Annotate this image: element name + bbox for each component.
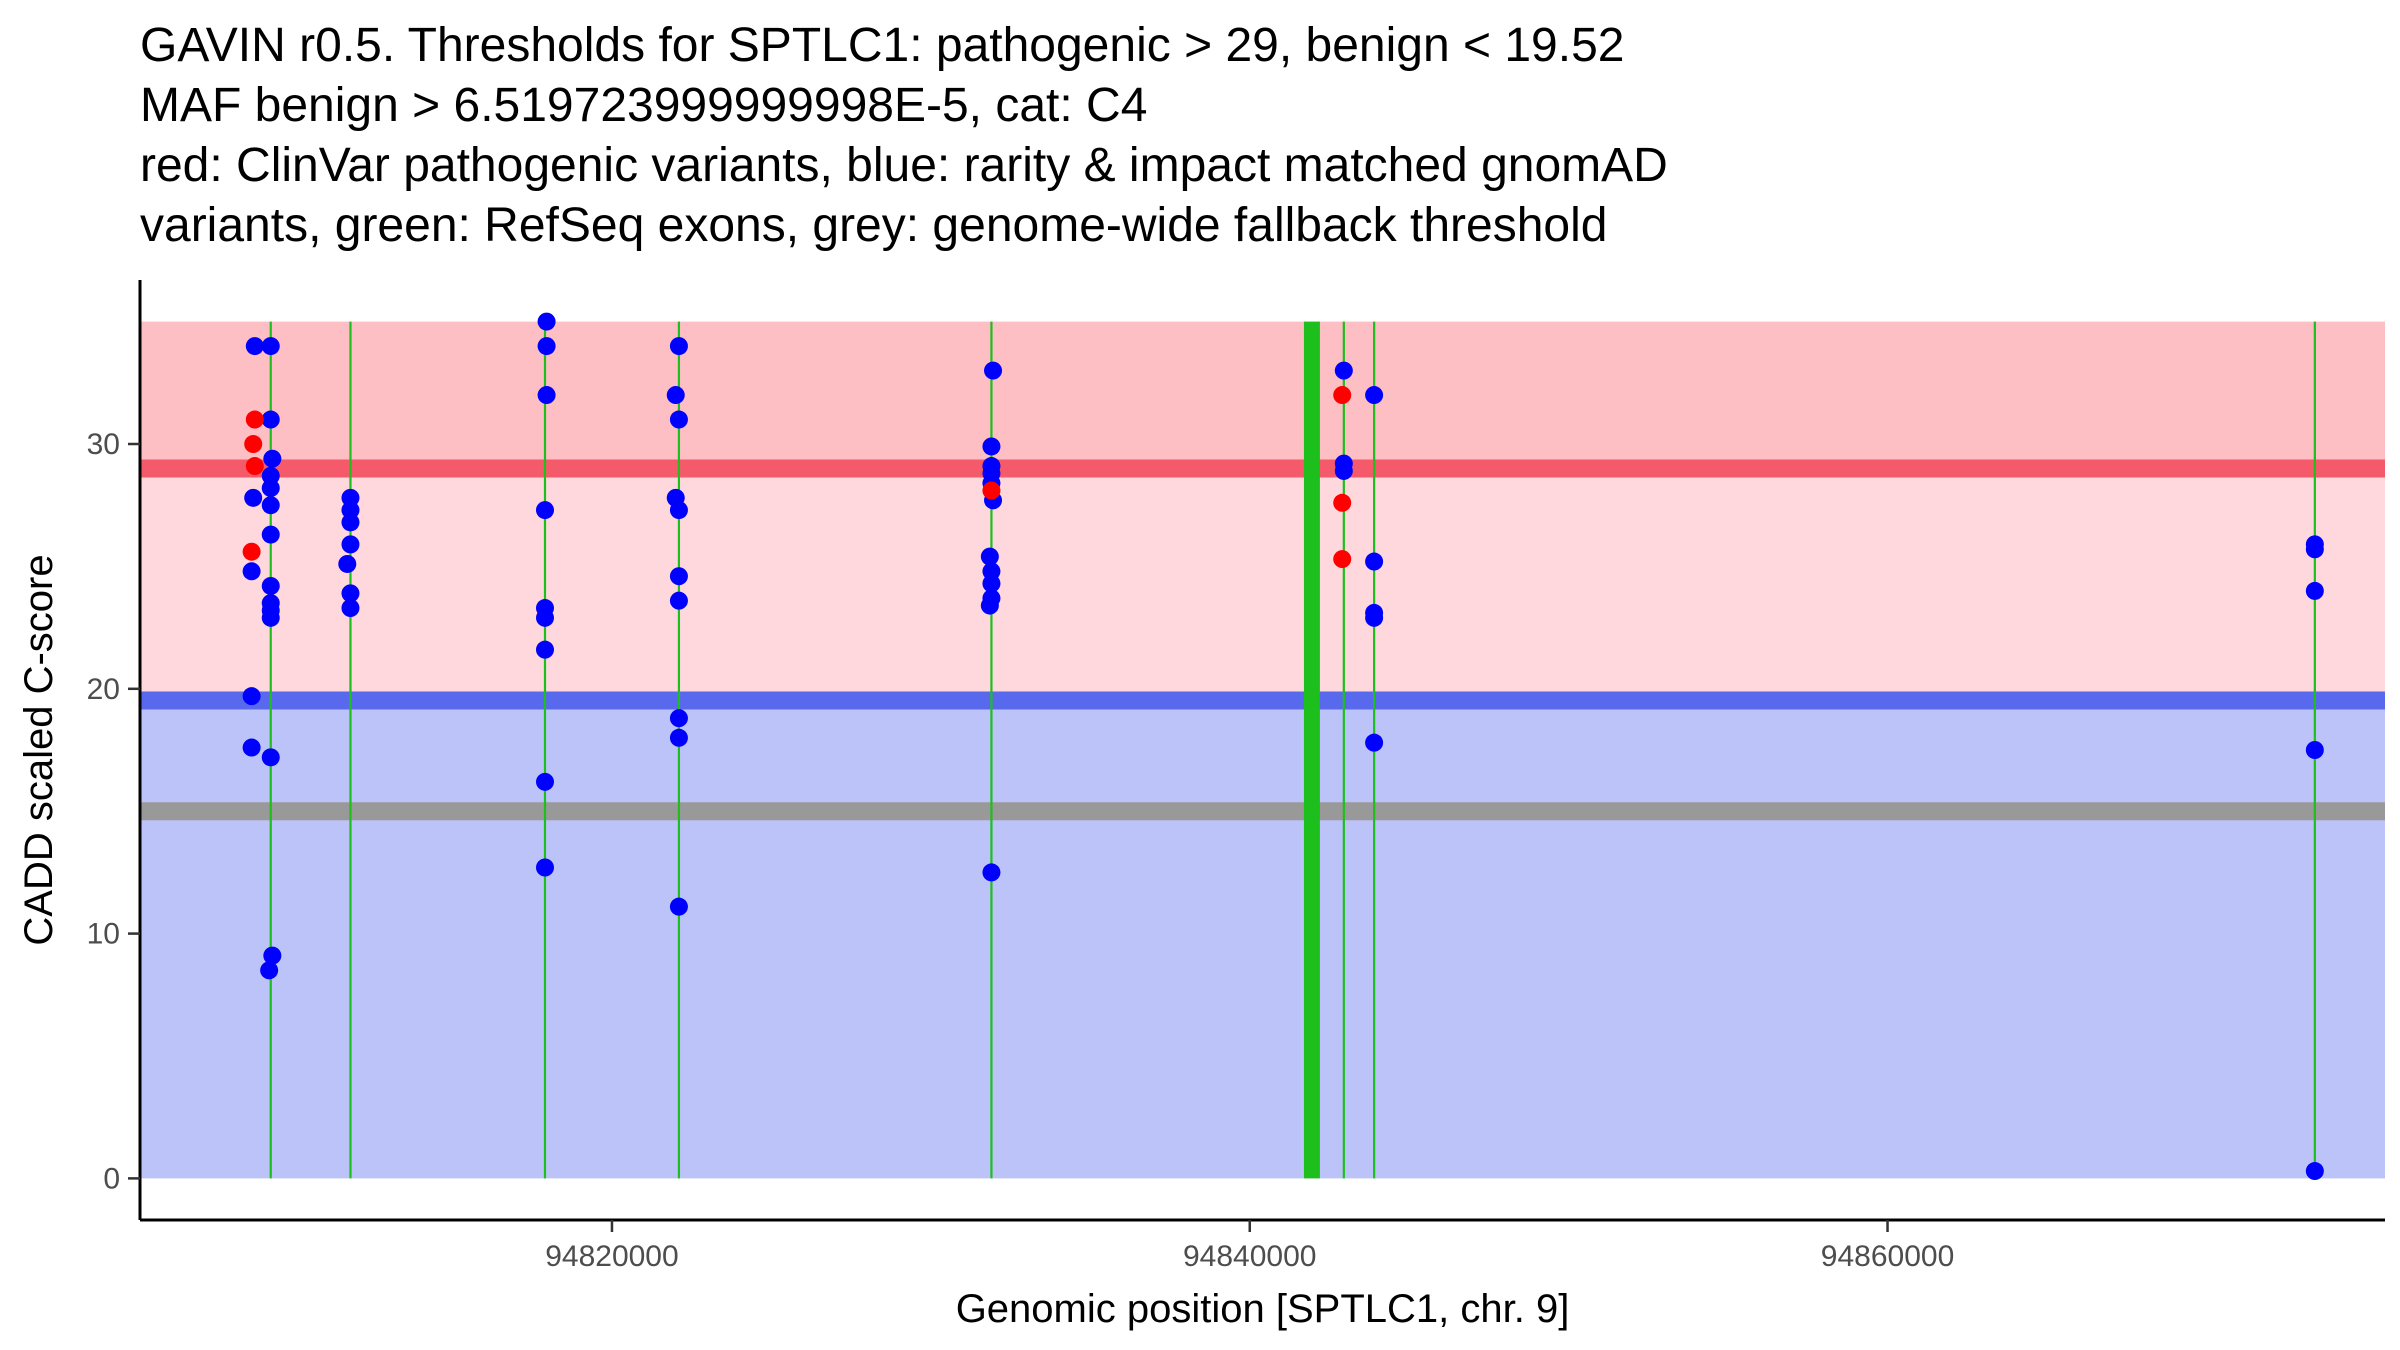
gnomad-point — [242, 738, 261, 757]
gnomad-point — [1365, 552, 1384, 571]
gnomad-point — [1365, 386, 1384, 405]
gnomad-point — [535, 640, 554, 659]
title-line-2: MAF benign > 6.519723999999998E-5, cat: … — [140, 79, 1148, 132]
pathogenic-point — [244, 435, 263, 454]
pathogenic-band-upper — [140, 321, 2385, 469]
wide-exon-band — [1303, 321, 1320, 1179]
x-tick-label: 94860000 — [1821, 1240, 1954, 1273]
gnomad-point — [261, 748, 280, 767]
gnomad-point — [341, 513, 360, 532]
title-line-1: GAVIN r0.5. Thresholds for SPTLC1: patho… — [140, 19, 1625, 72]
pathogenic-points — [242, 386, 1352, 569]
title-line-4: variants, green: RefSeq exons, grey: gen… — [140, 199, 1608, 252]
gnomad-point — [535, 858, 554, 877]
gnomad-point — [260, 961, 279, 980]
gnomad-point — [338, 554, 357, 573]
gnomad-point — [261, 608, 280, 627]
gnomad-point — [666, 386, 685, 405]
pathogenic-point — [242, 542, 261, 561]
gnomad-point — [535, 772, 554, 791]
y-axis-title: CADD scaled C-score — [17, 554, 61, 945]
gnomad-point — [537, 337, 556, 356]
gnomad-point — [669, 410, 688, 429]
pathogenic-point — [982, 481, 1001, 500]
gnomad-point — [245, 337, 264, 356]
gnomad-point — [244, 488, 263, 507]
gnomad-point — [2305, 540, 2324, 559]
gnomad-point — [2305, 581, 2324, 600]
y-tick-label: 0 — [103, 1162, 120, 1195]
gnomad-point — [263, 449, 282, 468]
gnomad-point — [1334, 361, 1353, 380]
gnomad-point — [341, 535, 360, 554]
pathogenic-point — [245, 457, 264, 476]
title-line-3: red: ClinVar pathogenic variants, blue: … — [140, 139, 1668, 192]
gnomad-point — [669, 337, 688, 356]
axes: 0 10 20 30 94820000 94840000 94860000 — [87, 280, 2385, 1273]
x-tick-label: 94820000 — [545, 1240, 678, 1273]
pathogenic-point — [1333, 493, 1352, 512]
gnomad-point — [2305, 1162, 2324, 1181]
gnomad-point — [984, 361, 1003, 380]
pathogenic-point — [1333, 386, 1352, 405]
gnomad-point — [669, 728, 688, 747]
pathogenic-point — [245, 410, 264, 429]
gnomad-point — [263, 946, 282, 965]
gnomad-point — [535, 501, 554, 520]
gnomad-point — [2305, 741, 2324, 759]
x-axis-title: Genomic position [SPTLC1, chr. 9] — [956, 1287, 1570, 1331]
gnomad-point — [242, 687, 261, 706]
pathogenic-point — [1333, 550, 1352, 569]
gnomad-point — [980, 596, 999, 615]
gnomad-point — [242, 562, 261, 581]
gnomad-point — [669, 501, 688, 520]
gnomad-point — [341, 599, 360, 618]
gnomad-point — [537, 386, 556, 405]
gnomad-point — [669, 591, 688, 610]
gnomad-point — [669, 709, 688, 728]
gnomad-point — [261, 479, 280, 498]
gnomad-point — [1365, 733, 1384, 752]
gnomad-point — [261, 410, 280, 429]
gnomad-point — [1334, 461, 1353, 480]
gnomad-point — [982, 863, 1001, 882]
x-tick-label: 94840000 — [1183, 1240, 1316, 1273]
gnomad-point — [341, 584, 360, 603]
y-tick-label: 30 — [87, 428, 120, 461]
gnomad-point — [669, 897, 688, 916]
gnomad-point — [261, 525, 280, 544]
gnomad-point — [982, 574, 1001, 593]
gnomad-point — [261, 337, 280, 356]
pathogenic-band-lower — [140, 468, 2385, 701]
gnomad-points — [242, 312, 2324, 1181]
gnomad-point — [537, 312, 556, 331]
gnomad-point — [982, 437, 1001, 456]
gnomad-point — [261, 576, 280, 595]
gnomad-point — [535, 608, 554, 627]
gnomad-point — [669, 567, 688, 586]
gnomad-point — [980, 547, 999, 566]
gnomad-point — [1365, 608, 1384, 627]
benign-band — [140, 700, 2385, 1179]
threshold-bands — [140, 321, 2385, 1179]
y-tick-label: 10 — [87, 918, 120, 951]
gnomad-point — [261, 496, 280, 515]
y-tick-label: 20 — [87, 673, 120, 706]
